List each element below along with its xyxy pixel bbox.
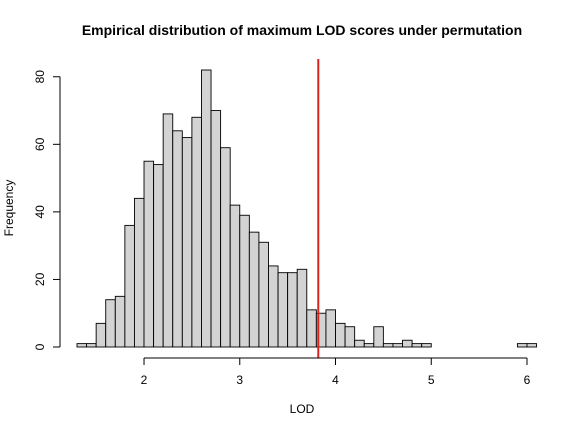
histogram-bar: [172, 130, 183, 348]
histogram-bar: [421, 343, 432, 348]
histogram-bar: [105, 299, 116, 348]
y-tick-label: 0: [33, 343, 47, 350]
histogram-bar: [76, 343, 88, 348]
y-tick-label: 40: [33, 205, 47, 219]
histogram-bar: [344, 326, 356, 348]
histogram-bar: [191, 116, 202, 348]
histogram-bar: [114, 295, 126, 348]
histogram-bar: [162, 113, 174, 348]
x-axis-label: LOD: [290, 402, 315, 416]
y-axis-label: Frequency: [2, 180, 16, 237]
histogram-bar: [411, 343, 423, 348]
histogram-bar: [143, 160, 155, 348]
histogram-bar: [335, 322, 346, 348]
histogram-bar: [220, 147, 231, 348]
x-tick-label: 4: [332, 373, 339, 387]
x-tick-label: 3: [236, 373, 243, 387]
histogram-bar: [325, 309, 336, 348]
histogram-bar: [516, 343, 528, 348]
x-tick-label: 2: [141, 373, 148, 387]
histogram-bar: [258, 241, 269, 348]
histogram-bar: [402, 339, 413, 348]
histogram-bar: [363, 343, 375, 348]
chart-title: Empirical distribution of maximum LOD sc…: [82, 22, 522, 38]
histogram-bar: [287, 272, 298, 348]
histogram-bar: [210, 110, 222, 348]
histogram-bar: [526, 343, 538, 348]
histogram-bar: [373, 326, 384, 348]
histogram-bar: [124, 224, 135, 348]
histogram-bar: [201, 69, 212, 348]
histogram-bar: [277, 272, 289, 348]
histogram-bar: [296, 268, 308, 348]
x-axis: 2 3 4 5 6: [141, 357, 531, 387]
histogram-bar: [354, 339, 365, 348]
histogram-bar: [306, 309, 317, 348]
histogram-bar: [181, 137, 193, 348]
y-tick-label: 60: [33, 137, 47, 151]
bars-group: [76, 69, 538, 348]
y-axis: 0 20 40 60 80: [33, 70, 61, 350]
histogram-bar: [229, 204, 241, 348]
histogram-bar: [268, 265, 279, 348]
histogram-bar: [95, 322, 107, 348]
histogram-bar: [239, 214, 250, 348]
x-tick-label: 6: [524, 373, 531, 387]
histogram-bar: [86, 343, 97, 348]
x-tick-label: 5: [428, 373, 435, 387]
histogram-bar: [153, 164, 164, 348]
histogram-bar: [248, 231, 260, 348]
histogram-bar: [392, 343, 403, 348]
y-tick-label: 80: [33, 70, 47, 84]
histogram-bar: [382, 343, 394, 348]
y-tick-label: 20: [33, 272, 47, 286]
histogram-bar: [133, 197, 145, 348]
